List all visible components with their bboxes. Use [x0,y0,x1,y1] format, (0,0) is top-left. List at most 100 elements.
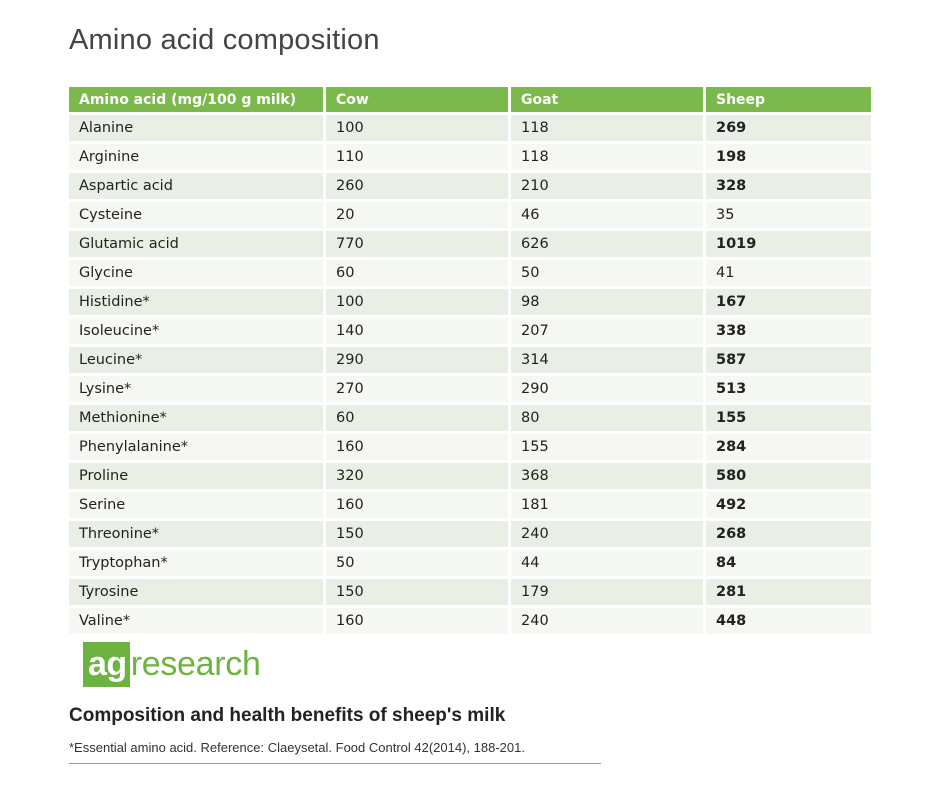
header-sheep: Sheep [703,87,871,112]
cell-sheep: 41 [703,257,871,286]
cell-goat: 290 [508,373,703,402]
cell-cow: 110 [323,141,508,170]
cell-amino-acid: Tryptophan* [69,547,323,576]
table-row: Cysteine 20 46 35 [69,199,871,228]
cell-goat: 181 [508,489,703,518]
cell-cow: 160 [323,431,508,460]
cell-goat: 210 [508,170,703,199]
cell-cow: 160 [323,489,508,518]
table-row: Lysine* 270 290 513 [69,373,871,402]
cell-cow: 140 [323,315,508,344]
cell-cow: 100 [323,286,508,315]
cell-cow: 60 [323,402,508,431]
table-row: Threonine* 150 240 268 [69,518,871,547]
table-row: Leucine* 290 314 587 [69,344,871,373]
cell-sheep: 492 [703,489,871,518]
cell-sheep: 1019 [703,228,871,257]
cell-cow: 770 [323,228,508,257]
table-row: Methionine* 60 80 155 [69,402,871,431]
cell-cow: 60 [323,257,508,286]
cell-amino-acid: Methionine* [69,402,323,431]
cell-amino-acid: Arginine [69,141,323,170]
cell-goat: 368 [508,460,703,489]
subtitle: Composition and health benefits of sheep… [69,705,506,726]
cell-goat: 314 [508,344,703,373]
cell-goat: 240 [508,605,703,634]
header-cow: Cow [323,87,508,112]
cell-amino-acid: Threonine* [69,518,323,547]
cell-amino-acid: Phenylalanine* [69,431,323,460]
table-row: Aspartic acid 260 210 328 [69,170,871,199]
table-header-row: Amino acid (mg/100 g milk) Cow Goat Shee… [69,87,871,112]
cell-sheep: 155 [703,402,871,431]
table-row: Phenylalanine* 160 155 284 [69,431,871,460]
cell-goat: 626 [508,228,703,257]
cell-amino-acid: Lysine* [69,373,323,402]
cell-sheep: 580 [703,460,871,489]
cell-sheep: 167 [703,286,871,315]
cell-goat: 98 [508,286,703,315]
page-title: Amino acid composition [69,24,380,56]
cell-amino-acid: Leucine* [69,344,323,373]
cell-goat: 50 [508,257,703,286]
cell-cow: 100 [323,112,508,141]
table-row: Proline 320 368 580 [69,460,871,489]
cell-cow: 50 [323,547,508,576]
cell-sheep: 338 [703,315,871,344]
cell-sheep: 84 [703,547,871,576]
table-body: Alanine 100 118 269 Arginine 110 118 198 Asparti… [69,112,871,634]
cell-sheep: 284 [703,431,871,460]
footnote: *Essential amino acid. Reference: Claeys… [69,740,601,764]
cell-sheep: 587 [703,344,871,373]
cell-goat: 155 [508,431,703,460]
table-row: Isoleucine* 140 207 338 [69,315,871,344]
cell-amino-acid: Tyrosine [69,576,323,605]
cell-amino-acid: Cysteine [69,199,323,228]
cell-sheep: 448 [703,605,871,634]
table-row: Tyrosine 150 179 281 [69,576,871,605]
table-row: Glutamic acid 770 626 1019 [69,228,871,257]
cell-amino-acid: Proline [69,460,323,489]
table-row: Valine* 160 240 448 [69,605,871,634]
cell-goat: 118 [508,112,703,141]
cell-cow: 260 [323,170,508,199]
cell-amino-acid: Serine [69,489,323,518]
cell-cow: 150 [323,576,508,605]
cell-cow: 150 [323,518,508,547]
table-row: Serine 160 181 492 [69,489,871,518]
logo-ag: ag [83,642,130,687]
amino-acid-table: Amino acid (mg/100 g milk) Cow Goat Shee… [69,87,871,634]
cell-cow: 20 [323,199,508,228]
cell-cow: 320 [323,460,508,489]
header-amino-acid: Amino acid (mg/100 g milk) [69,87,323,112]
cell-sheep: 281 [703,576,871,605]
cell-sheep: 35 [703,199,871,228]
cell-cow: 290 [323,344,508,373]
logo-research: research [130,645,261,683]
cell-amino-acid: Valine* [69,605,323,634]
table-row: Tryptophan* 50 44 84 [69,547,871,576]
cell-cow: 160 [323,605,508,634]
cell-sheep: 198 [703,141,871,170]
cell-goat: 118 [508,141,703,170]
table-row: Arginine 110 118 198 [69,141,871,170]
cell-sheep: 268 [703,518,871,547]
cell-amino-acid: Aspartic acid [69,170,323,199]
cell-sheep: 328 [703,170,871,199]
cell-goat: 207 [508,315,703,344]
cell-amino-acid: Histidine* [69,286,323,315]
cell-sheep: 269 [703,112,871,141]
agresearch-logo: ag research [83,642,261,687]
header-goat: Goat [508,87,703,112]
cell-goat: 240 [508,518,703,547]
table-row: Histidine* 100 98 167 [69,286,871,315]
table-row: Glycine 60 50 41 [69,257,871,286]
cell-sheep: 513 [703,373,871,402]
cell-goat: 80 [508,402,703,431]
cell-amino-acid: Glutamic acid [69,228,323,257]
cell-amino-acid: Alanine [69,112,323,141]
cell-goat: 44 [508,547,703,576]
cell-goat: 46 [508,199,703,228]
cell-amino-acid: Isoleucine* [69,315,323,344]
cell-goat: 179 [508,576,703,605]
